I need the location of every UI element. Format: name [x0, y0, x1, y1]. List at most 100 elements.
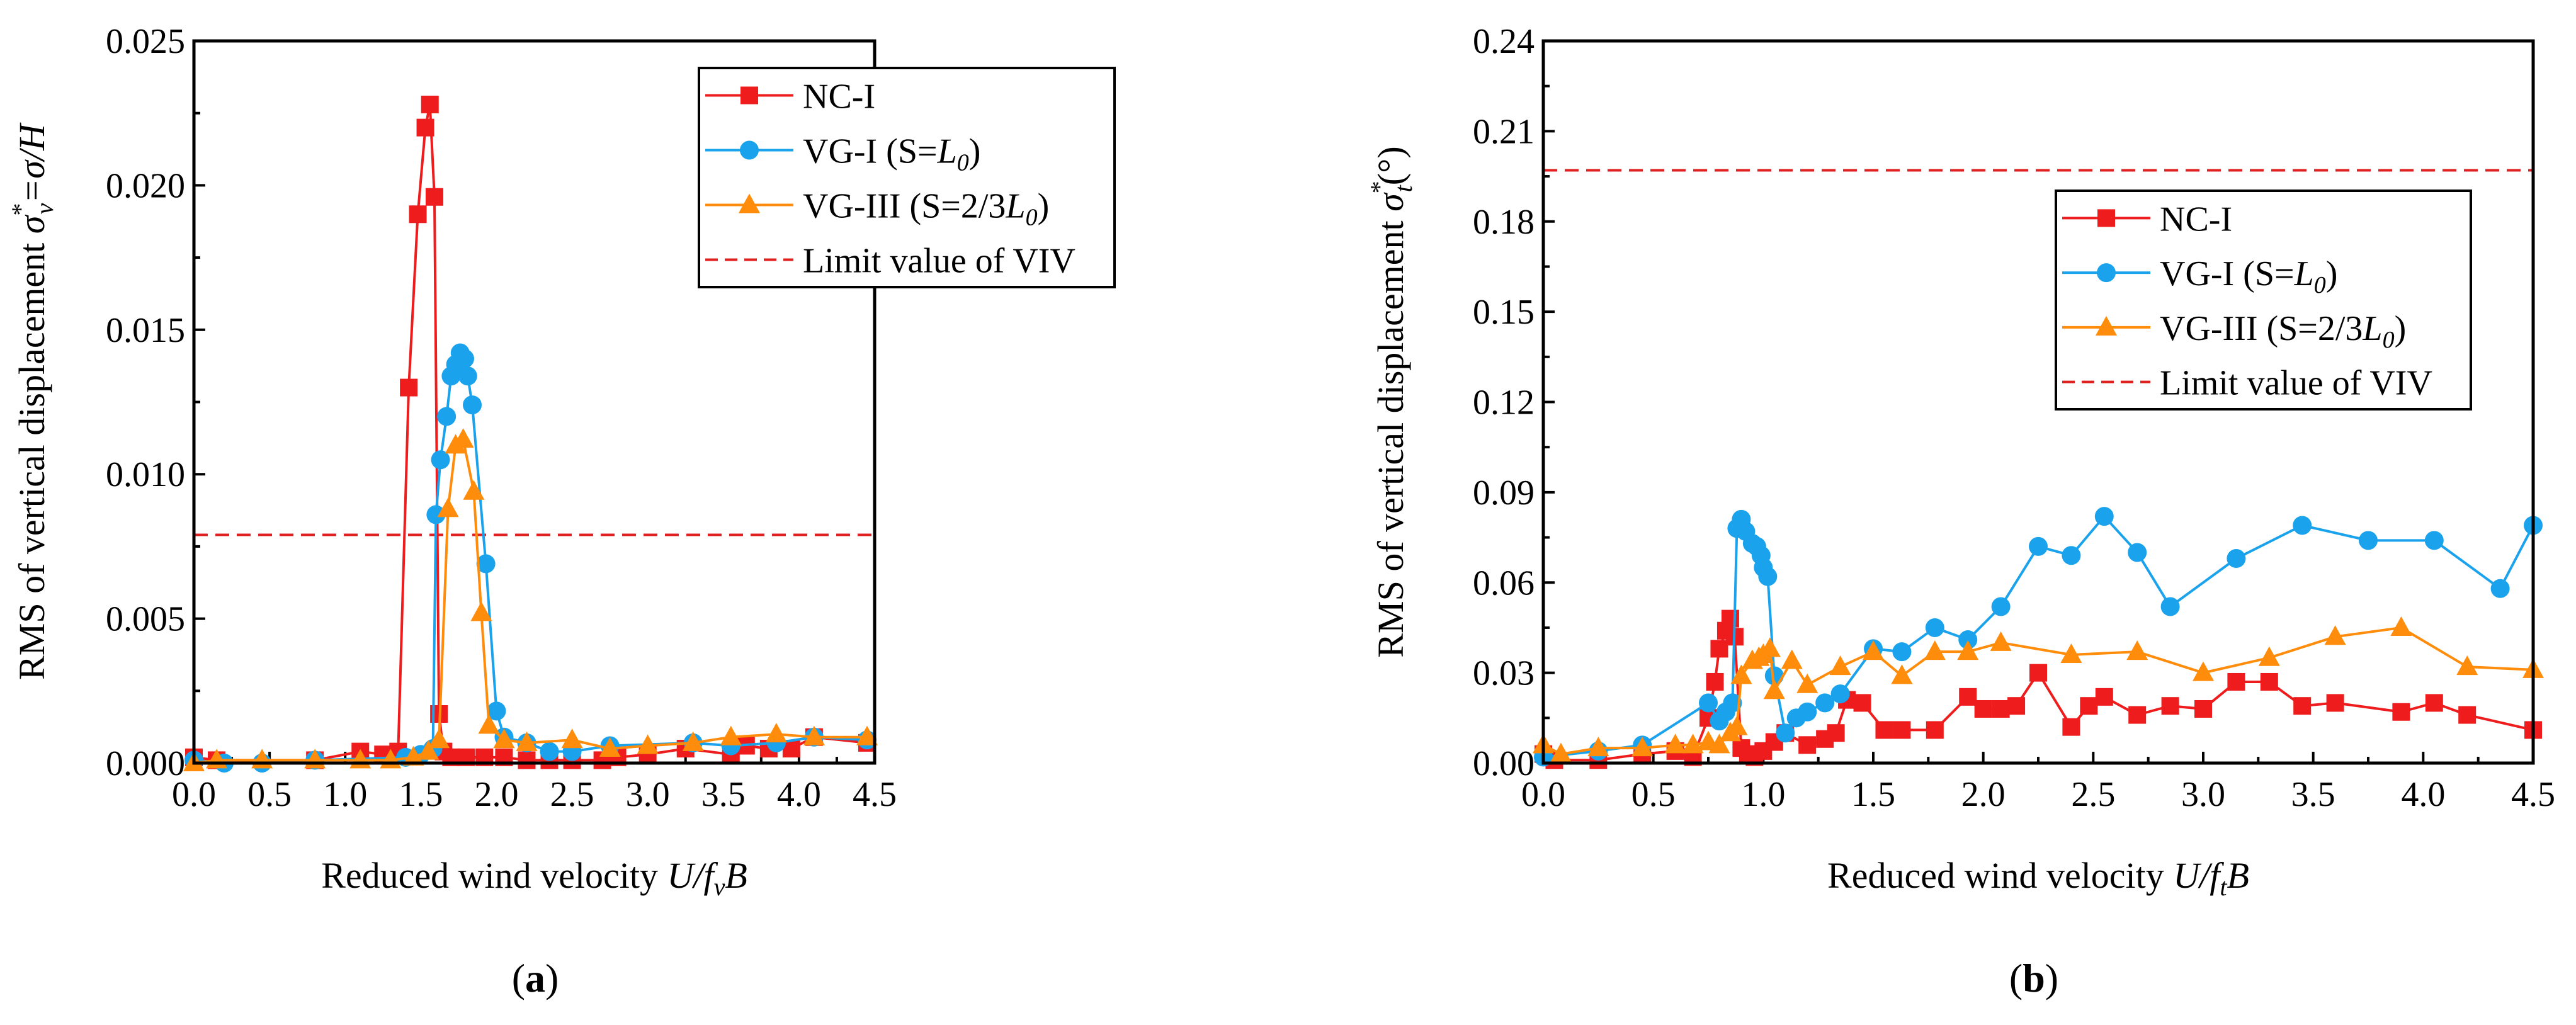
- data-point-triangle: [637, 734, 659, 754]
- x-axis-label-symbol: U/f: [2173, 855, 2224, 896]
- data-point-triangle: [1682, 733, 1704, 754]
- data-point-triangle: [1957, 640, 1979, 660]
- legend-label: VG-III (S=2/3L0): [803, 187, 1049, 231]
- data-point-circle: [2424, 531, 2444, 550]
- data-point-circle: [487, 701, 506, 721]
- data-point-triangle: [402, 745, 424, 766]
- legend-label: VG-III (S=2/3L0): [2160, 309, 2406, 353]
- data-point-triangle: [428, 728, 450, 749]
- data-point-circle: [540, 742, 559, 761]
- x-tick-label: 1.5: [399, 775, 443, 814]
- data-point-circle: [1776, 723, 1795, 743]
- data-point-triangle: [452, 428, 474, 448]
- legend-box: [2055, 190, 2472, 411]
- data-point-triangle: [1730, 664, 1752, 684]
- data-point-circle: [1958, 630, 1978, 650]
- legend-label-symbol: L: [937, 132, 957, 171]
- x-axis-label: Reduced wind velocity U/ftB: [1827, 855, 2249, 901]
- x-tick-label: 4.5: [853, 775, 897, 814]
- data-point-square: [1974, 699, 1992, 718]
- x-tick-label: 2.0: [1961, 775, 2006, 814]
- series-line: [193, 350, 868, 764]
- data-point-triangle: [470, 601, 492, 621]
- legend-marker-circle: [2097, 263, 2116, 283]
- x-tick-label: 1.0: [323, 775, 367, 814]
- data-point-circle: [455, 349, 474, 368]
- x-axis-label-subscript: t: [2220, 873, 2227, 901]
- data-point-square: [1893, 721, 1911, 739]
- data-point-square: [1853, 694, 1871, 712]
- data-point-triangle: [561, 728, 583, 749]
- legend-label: NC-I: [2160, 200, 2232, 239]
- data-point-circle: [2490, 579, 2510, 598]
- y-axis-label: RMS of vertical displacement σ*t(°): [1365, 146, 1417, 657]
- x-axis-label-tail: B: [2227, 855, 2249, 896]
- data-point-square: [1959, 688, 1977, 706]
- y-tick-label: 0.21: [1473, 112, 1535, 151]
- data-point-circle: [1798, 702, 1817, 722]
- data-point-triangle: [682, 731, 704, 751]
- data-point-triangle: [1587, 737, 1609, 757]
- data-point-square: [2425, 694, 2443, 712]
- data-point-triangle: [1708, 733, 1730, 754]
- y-tick-label: 0.000: [106, 744, 185, 783]
- data-point-circle: [2227, 549, 2246, 569]
- data-point-square: [2080, 697, 2098, 715]
- data-point-circle: [437, 407, 457, 426]
- data-point-triangle: [1924, 640, 1946, 660]
- data-point-triangle: [493, 728, 515, 749]
- legend-label: VG-I (S=L0): [2160, 254, 2337, 298]
- y-tick-label: 0.025: [106, 22, 185, 61]
- legend-label-tail: ): [1038, 187, 1050, 226]
- legend-label-limit: Limit value of VIV: [2160, 364, 2432, 403]
- legend-label-text: VG-I (S=: [803, 132, 938, 171]
- series-triangle: [183, 428, 878, 771]
- legend: NC-I VG-I (S=L0) VG-III (S=2/3L0) Limit val…: [2055, 190, 2472, 411]
- plot-frame: [192, 39, 877, 765]
- data-point-triangle: [1891, 664, 1913, 684]
- data-point-square: [2007, 697, 2026, 715]
- data-point-triangle: [1796, 673, 1819, 693]
- series-triangle: [1533, 616, 2544, 762]
- y-axis-label-tail: =σ/H: [11, 122, 52, 203]
- data-point-triangle: [803, 725, 825, 745]
- x-axis-label-text: Reduced wind velocity: [1827, 855, 2173, 896]
- data-point-circle: [1815, 693, 1835, 713]
- x-axis-label-text: Reduced wind velocity: [321, 855, 667, 896]
- y-axis-label-text: RMS of vertical displacement: [11, 234, 52, 680]
- legend-label-symbol: L: [2362, 309, 2382, 348]
- data-point-circle: [2160, 597, 2180, 616]
- data-point-circle: [1699, 693, 1718, 713]
- data-point-circle: [1991, 597, 2011, 616]
- x-tick-label: 0.5: [247, 775, 292, 814]
- data-point-triangle: [437, 497, 459, 518]
- x-axis-label-tail: B: [725, 855, 747, 896]
- legend-box: [698, 67, 1116, 288]
- data-point-circle: [1892, 642, 1912, 662]
- data-point-square: [1798, 736, 1817, 754]
- caption-paren: ): [2045, 956, 2058, 1000]
- data-point-square: [1827, 724, 1845, 742]
- data-point-square: [2260, 672, 2278, 691]
- data-point-circle: [2293, 516, 2312, 535]
- data-point-square: [2227, 672, 2245, 691]
- data-point-square: [1710, 640, 1728, 658]
- y-tick-label: 0.005: [106, 600, 185, 639]
- legend-label-tail: ): [2395, 309, 2407, 348]
- x-tick-label: 2.5: [2071, 775, 2115, 814]
- y-tick-label: 0.015: [106, 311, 185, 350]
- legend-label-tail: ): [969, 132, 981, 171]
- data-point-triangle: [1759, 637, 1781, 657]
- data-point-triangle: [1829, 655, 1851, 676]
- panel-caption: (a): [512, 956, 559, 1000]
- data-point-triangle: [1631, 737, 1654, 757]
- data-point-triangle: [720, 725, 742, 745]
- y-tick-label: 0.15: [1473, 293, 1535, 332]
- data-point-circle: [463, 395, 482, 415]
- data-point-square: [2161, 697, 2179, 715]
- data-point-triangle: [2456, 655, 2478, 676]
- data-point-square: [400, 378, 418, 397]
- legend-label-text: VG-III (S=2/3: [803, 187, 1006, 226]
- data-point-square: [1992, 699, 2010, 718]
